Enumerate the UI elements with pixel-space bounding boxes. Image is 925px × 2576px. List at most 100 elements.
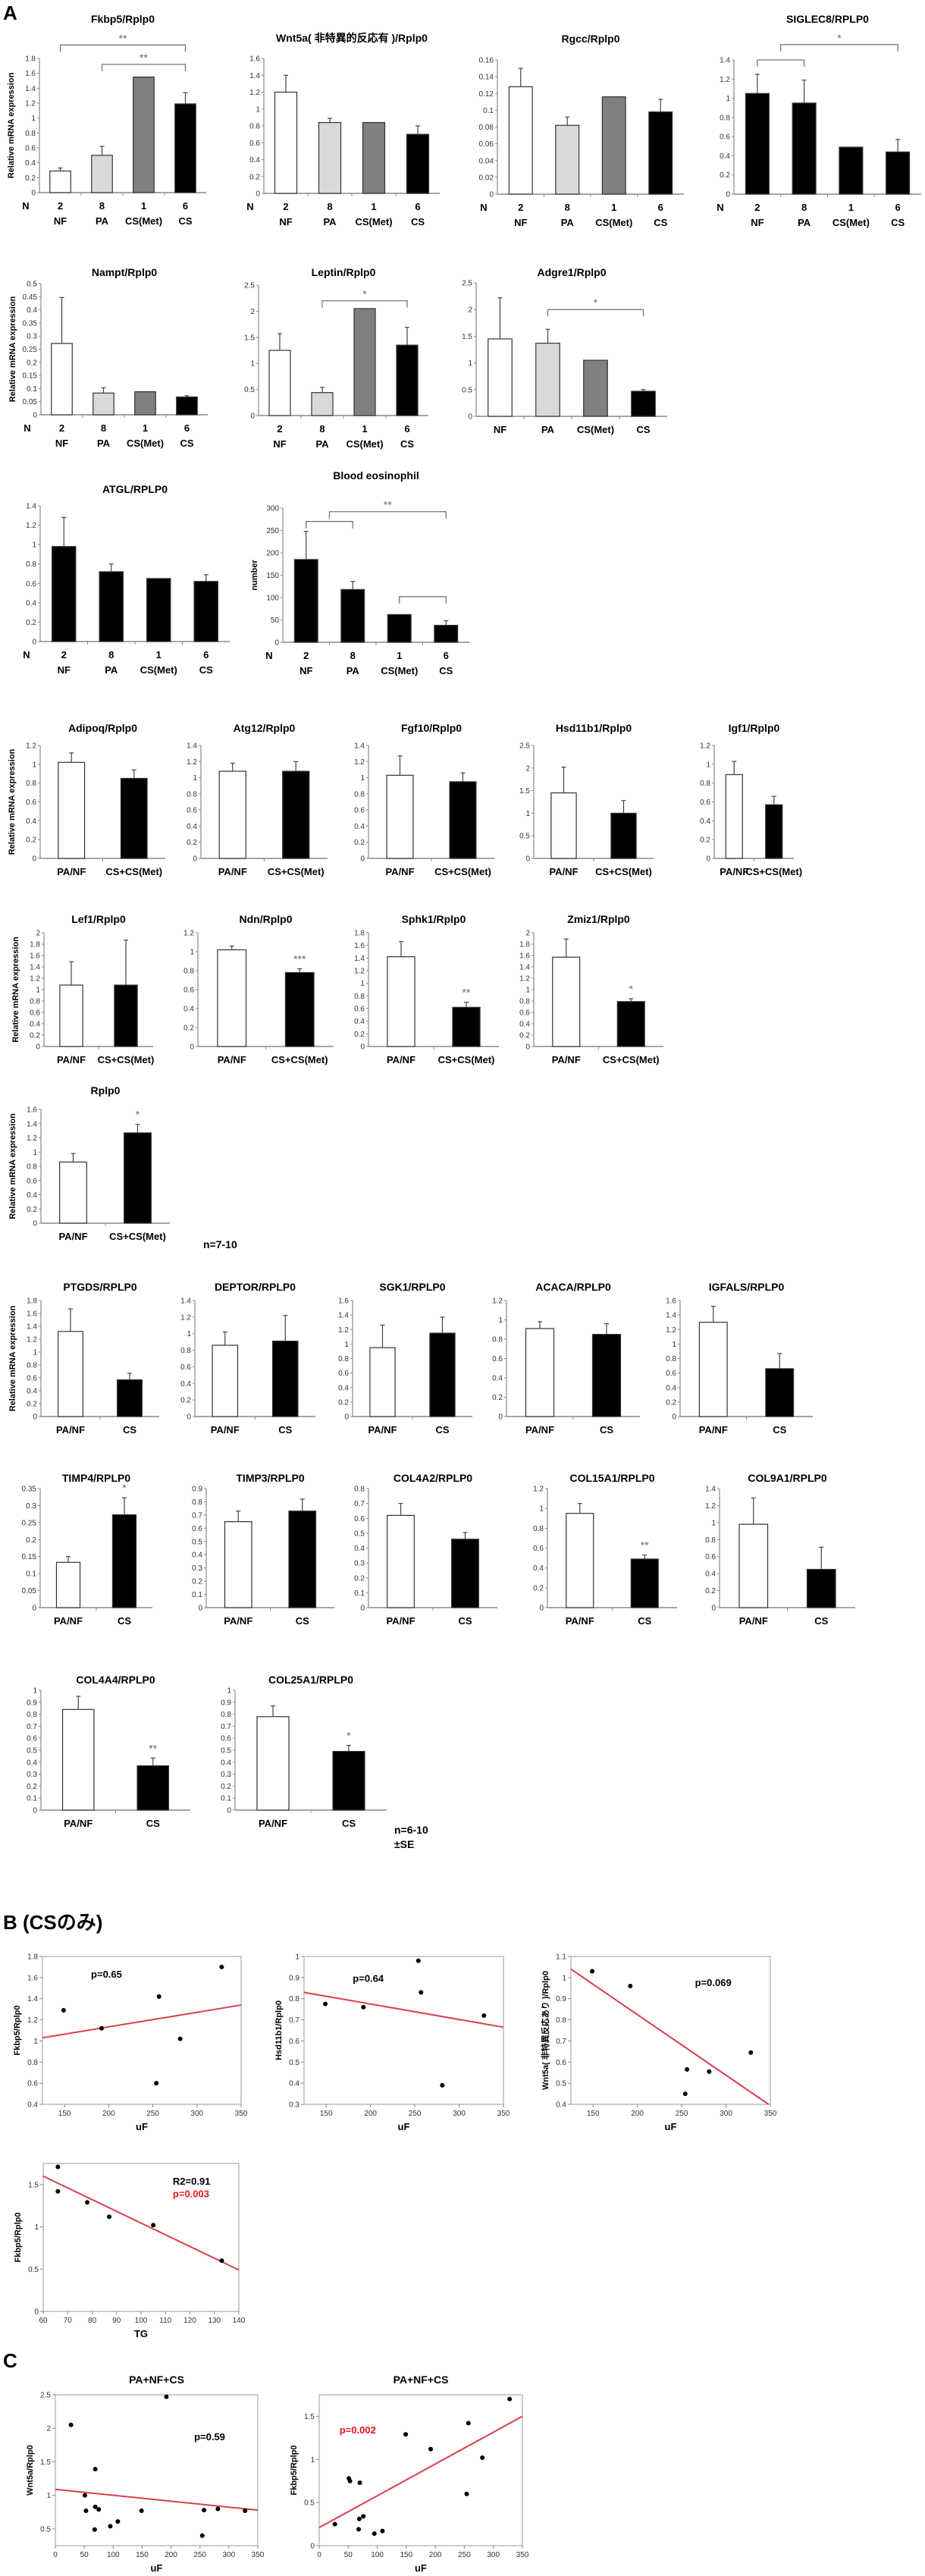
x-tick-label: 250 [409, 2110, 422, 2118]
y-tick-label: 0.1 [192, 1591, 202, 1599]
regression-line [42, 2175, 240, 2271]
y-tick-label: 1 [360, 980, 365, 988]
y-axis-label: Fkbp5/Rplp0 [13, 2005, 22, 2055]
significance-marker: * [136, 1109, 140, 1121]
y-tick-label: 0.4 [180, 1380, 191, 1388]
y-tick-label: 0.5 [27, 281, 37, 289]
chart-sc_fkbp5_all: PA+NF+CS 0 50 100 150 200 250 300 350 0 0.5 1 1.5 uF F… [290, 2374, 529, 2574]
y-tick-label: 0 [468, 413, 472, 422]
y-tick-label: 0 [34, 2308, 39, 2317]
category-label: PA [541, 424, 555, 435]
y-tick-label: 0.8 [221, 1711, 231, 1719]
category-label: NF [279, 216, 292, 227]
plot-frame [303, 1956, 504, 2105]
y-tick-label: 1 [33, 1349, 37, 1357]
y-tick-label: 0.1 [27, 385, 37, 394]
chart-title: DEPTOR/RPLP0 [215, 1281, 296, 1293]
x-tick-label: 90 [112, 2317, 121, 2325]
y-tick-label: 0.8 [192, 1498, 202, 1507]
category-label: PA/NF [211, 1424, 240, 1435]
category-label: PA [798, 217, 811, 228]
chart-col4a2: COL4A2/RPLP0 0 0.1 0.2 0.3 0.4 0.5 0.6 0.7 0.8 PA/… [354, 1472, 497, 1627]
p-value-annotation: p=0.65 [91, 1969, 122, 1980]
y-tick-label: 0.8 [26, 560, 36, 569]
y-axis-label: Fkbp5/Rplp0 [14, 2212, 23, 2262]
y-tick-label: 1 [525, 987, 530, 995]
y-tick-label: 0.08 [479, 124, 494, 132]
significance-marker: ** [140, 52, 148, 64]
bar-cs-met- [353, 308, 376, 416]
x-axis-label: uF [398, 2121, 410, 2132]
y-tick-label: 0.6 [26, 580, 36, 588]
y-tick-label: 2 [525, 764, 530, 773]
p-value-annotation: p=0.003 [173, 2189, 209, 2200]
x-tick-label: 350 [252, 2551, 265, 2559]
bar-nf [293, 559, 318, 643]
significance-marker: ** [119, 32, 127, 44]
bar-cs [193, 581, 218, 642]
n-count-label: 2 [61, 649, 67, 660]
category-label: NF [494, 424, 506, 435]
p-value-annotation: p=0.59 [194, 2431, 225, 2443]
y-tick-label: 0.5 [244, 386, 255, 394]
y-tick-label: 0.5 [192, 1538, 202, 1546]
category-label: CS [180, 438, 193, 449]
x-axis-label: uF [665, 2121, 677, 2132]
chart-sc_wnt5a_uf: 150 200 250 300 350 0.4 0.5 0.6 0.7 0.8 0.9 1 1.1 uF W… [540, 1953, 777, 2133]
chart-title: Fgf10/Rplp0 [401, 722, 462, 734]
y-tick-label: 1 [539, 1505, 544, 1514]
significance-bracket [321, 300, 408, 308]
y-tick-label: 0.3 [27, 333, 37, 341]
y-tick-label: 0.3 [192, 1564, 202, 1573]
chart-title: ATGL/RPLP0 [102, 483, 168, 495]
significance-marker: * [629, 983, 634, 995]
data-point [108, 2524, 113, 2529]
bar-pa [92, 392, 114, 416]
category-label: CS [654, 217, 667, 228]
section-a-label: A [3, 2, 17, 24]
x-tick-label: 300 [720, 2110, 732, 2118]
data-point [628, 1984, 633, 1988]
y-tick-label: 0.8 [492, 1336, 503, 1344]
y-axis-label: Relative mRNA expression [11, 937, 20, 1043]
y-tick-label: 0.6 [27, 1375, 37, 1383]
y-tick-label: 1.6 [338, 1297, 349, 1306]
category-label: CS+CS(Met) [271, 1054, 328, 1065]
chart-igf1: Igf1/Rplp0 0 0.2 0.4 0.6 0.8 1 1.2 PA/NFCS+CS(Me… [700, 722, 802, 877]
significance-marker: * [362, 288, 367, 300]
chart-title: Sphk1/Rplp0 [402, 913, 466, 925]
y-tick-label: 0.4 [338, 1384, 349, 1392]
x-tick-label: 80 [88, 2317, 97, 2325]
data-point [356, 2527, 362, 2532]
chart-wnt5a: Wnt5a( 非特異的反応有 )/Rplp0 0 0.2 0.4 0.6 0.8 1 1.2 1… [246, 32, 440, 227]
x-tick-label: 350 [764, 2110, 777, 2118]
y-tick-label: 0.6 [720, 133, 730, 142]
y-tick-label: 0 [187, 1414, 191, 1422]
n-count-label: 8 [101, 422, 106, 434]
chart-atg12: Atg12/Rplp0 0 0.2 0.4 0.6 0.8 1 1.2 1.4 PA/NF CS+C… [187, 722, 328, 877]
significance-marker: * [594, 297, 598, 309]
y-tick-label: 0.9 [289, 1974, 299, 1982]
data-point [92, 2467, 98, 2472]
y-tick-label: 1 [498, 1316, 503, 1325]
chart-title: Blood eosinophil [333, 469, 419, 482]
y-tick-label: 1 [562, 1974, 566, 1982]
data-point [428, 2446, 434, 2452]
bar-pa-nf [387, 1514, 415, 1608]
bar-cs [271, 1340, 299, 1417]
data-point [415, 1958, 421, 1963]
chart-col9a1: COL9A1/RPLP0 0 0.2 0.4 0.6 0.8 1 1.2 1.4 PA/NF CS [705, 1472, 855, 1627]
chart-lef1: Lef1/Rplp0 0 0.2 0.4 0.6 0.8 1 1.2 1.4 1.6 1.8 2 Rel… [11, 913, 154, 1065]
y-tick-label: 0 [539, 1605, 544, 1613]
y-tick-label: 1.4 [180, 1297, 191, 1306]
y-tick-label: 1.6 [30, 952, 40, 961]
y-tick-label: 0.4 [27, 2101, 38, 2110]
y-tick-label: 1.4 [25, 85, 36, 93]
y-tick-label: 0.7 [27, 1723, 37, 1731]
y-tick-label: 0.2 [519, 1032, 530, 1040]
n-count-label: 2 [754, 202, 760, 213]
y-tick-label: 1.8 [27, 1297, 37, 1306]
data-point [219, 1964, 224, 1969]
y-tick-label: 1.4 [338, 1312, 349, 1320]
y-tick-label: 1 [33, 2038, 38, 2046]
